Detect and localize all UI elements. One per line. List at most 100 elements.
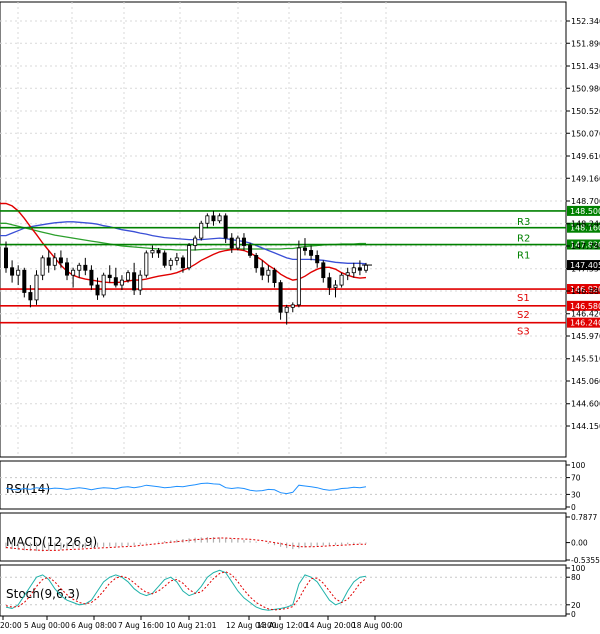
candle-bear [22, 269, 27, 293]
macd-signal-line [5, 537, 366, 551]
candle-bull [40, 257, 45, 276]
time-tick-label: 10 Aug 21:01 [166, 621, 217, 630]
candle-bear [211, 215, 216, 222]
level-price-box [567, 317, 600, 328]
candle-bull [77, 264, 82, 271]
candle-bull [126, 272, 131, 281]
candle-bear [272, 269, 277, 283]
candles [4, 210, 372, 325]
level-label-r1: R1 [517, 251, 530, 262]
candle-bear [229, 237, 234, 249]
level-price-label: 147.820 [570, 241, 600, 250]
time-tick-label: 12 Aug 04:00 [226, 621, 277, 630]
indicator-tick-label: 100 [571, 461, 586, 470]
ma-blue-line [0, 221, 367, 265]
candle-bear [254, 254, 259, 269]
candle-bull [363, 264, 368, 271]
indicator-tick-label: 80 [571, 573, 581, 582]
time-tick-label: 5 Aug 00:00 [24, 621, 70, 630]
candle-bull [34, 274, 39, 301]
price-tick-label: 144.150 [571, 422, 600, 431]
candle-bull [345, 272, 350, 276]
candle-bull [16, 269, 21, 276]
price-tick-label: 149.610 [571, 152, 600, 161]
price-tick-label: 150.520 [571, 107, 600, 116]
level-label-s2: S2 [517, 310, 530, 321]
indicator-tick-label: 100 [571, 564, 586, 573]
candle-bull [266, 269, 271, 276]
candle-bear [241, 237, 246, 246]
candle-bear [321, 262, 326, 279]
time-axis: 20:00 5 Aug 00:00 6 Aug 08:00 7 Aug 16:00 10… [0, 616, 403, 630]
candle-bear [83, 264, 88, 271]
time-tick-label: 6 Aug 08:00 [71, 621, 117, 630]
time-tick-label: 13 Aug 12:00 [257, 621, 308, 630]
stoch-k-line [5, 569, 367, 611]
price-tick-label: 145.060 [571, 377, 600, 386]
level-price-label: 146.580 [570, 302, 600, 311]
price-tick-label: 148.240 [571, 220, 600, 229]
candle-bull [138, 274, 143, 291]
level-price-box [567, 239, 600, 250]
price-tick-label: 146.420 [571, 310, 600, 319]
candle-bear [28, 292, 33, 301]
candle-bull [284, 306, 289, 313]
candle-bull [101, 274, 106, 296]
level-price-label: 146.240 [570, 319, 600, 328]
candle-bull [296, 247, 301, 306]
price-tick-label: 152.340 [571, 17, 600, 26]
candle-bear [357, 267, 362, 271]
candle-bear [65, 262, 70, 276]
indicator-tick-label: 0 [571, 503, 576, 512]
level-label-r2: R2 [517, 234, 530, 245]
indicator-tick-label: 70 [571, 474, 581, 483]
rsi-line [5, 482, 367, 495]
candle-bull [168, 259, 173, 266]
price-tick-label: 145.510 [571, 355, 600, 364]
level-price-label: 148.160 [570, 224, 600, 233]
current-price-box [567, 260, 600, 271]
candle-bear [156, 250, 161, 254]
main-price-panel: R3 148.500 R2 148.160 R1 147.820 S1 146.920 S2 14… [0, 1, 600, 458]
indicator-tick-label: 0 [571, 610, 576, 619]
candle-bear [89, 269, 94, 286]
price-tick-label: 148.700 [571, 197, 600, 206]
candle-bear [223, 215, 228, 239]
rsi-panel-frame [0, 460, 567, 510]
candle-bull [193, 237, 198, 246]
candle-bear [4, 247, 9, 269]
candle-bear [132, 272, 137, 291]
candle-bear [309, 250, 314, 256]
stoch-label: Stoch(9,6,3) [6, 587, 80, 601]
candle-bull [333, 284, 338, 288]
candle-bear [10, 267, 15, 276]
candle-bull [199, 222, 204, 239]
price-tick-label: 150.980 [571, 84, 600, 93]
candle-bear [58, 257, 63, 264]
time-tick-label: 14 Aug 20:00 [305, 621, 356, 630]
price-tick-label: 151.430 [571, 62, 600, 71]
candle-bull [187, 245, 192, 269]
support-resistance-levels: R3 148.500 R2 148.160 R1 147.820 S1 146.920 S2 14… [0, 205, 600, 338]
main-panel-frame [0, 1, 567, 458]
price-tick-label: 150.070 [571, 129, 600, 138]
macd-label: MACD(12,26,9) [6, 535, 97, 549]
indicator-tick-label: 0.7877 [571, 513, 597, 522]
candle-bear [46, 257, 51, 266]
level-label-s1: S1 [517, 293, 530, 304]
level-price-box [567, 222, 600, 233]
price-tick-label: 144.600 [571, 400, 600, 409]
level-price-label: 148.500 [570, 207, 600, 216]
time-tick-label: 7 Aug 16:00 [118, 621, 164, 630]
level-price-box [567, 300, 600, 311]
macd-panel-frame [0, 512, 567, 562]
level-price-box [567, 205, 600, 216]
candle-bear [95, 284, 100, 296]
indicator-tick-label: -0.5355 [571, 556, 600, 565]
candle-bull [351, 267, 356, 274]
price-tick-label: 145.970 [571, 332, 600, 341]
level-label-r3: R3 [517, 217, 530, 228]
